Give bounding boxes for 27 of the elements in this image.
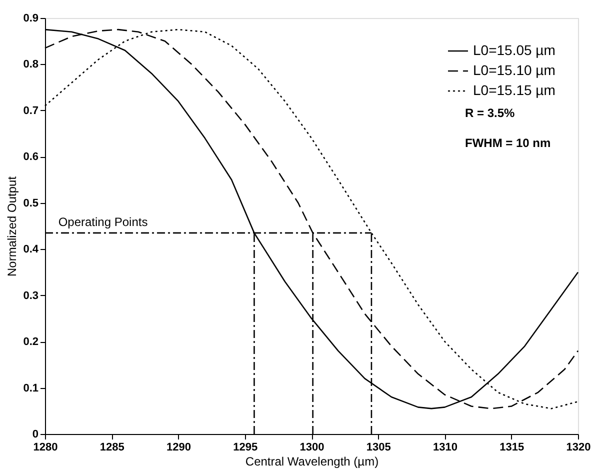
x-tick-label: 1295 (233, 442, 258, 454)
x-tick-label: 1305 (366, 442, 391, 454)
y-tick-label: 0.4 (23, 244, 40, 256)
annotation: R = 3.5% (465, 106, 516, 120)
legend-label: L0=15.05 µm (473, 42, 556, 58)
y-tick-label: 0.9 (23, 12, 38, 24)
x-axis-title: Central Wavelength (µm) (245, 454, 379, 468)
y-tick-label: 0.5 (23, 197, 38, 210)
annotation: Operating Points (58, 214, 148, 229)
y-axis-title: Normalized Output (5, 176, 20, 277)
x-tick-label: 1285 (100, 442, 124, 454)
x-tick-label: 1310 (433, 442, 458, 454)
x-tick-label: 1300 (300, 442, 324, 454)
y-tick-label: 0.3 (23, 290, 38, 302)
y-tick-label: 0 (32, 428, 38, 440)
x-tick-label: 1290 (166, 442, 191, 454)
legend-label: L0=15.15 µm (473, 82, 556, 98)
x-tick-label: 1315 (500, 442, 524, 454)
y-tick-label: 0.1 (23, 382, 38, 394)
y-tick-label: 0.6 (23, 151, 38, 164)
y-tick-label: 0.7 (23, 104, 38, 117)
y-tick-label: 0.8 (23, 58, 38, 71)
x-tick-label: 1280 (33, 442, 58, 454)
y-tick-label: 0.2 (23, 336, 38, 348)
legend-label: L0=15.10 µm (473, 62, 556, 78)
x-tick-label: 1320 (566, 442, 591, 454)
annotation: FWHM = 10 nm (465, 136, 551, 150)
